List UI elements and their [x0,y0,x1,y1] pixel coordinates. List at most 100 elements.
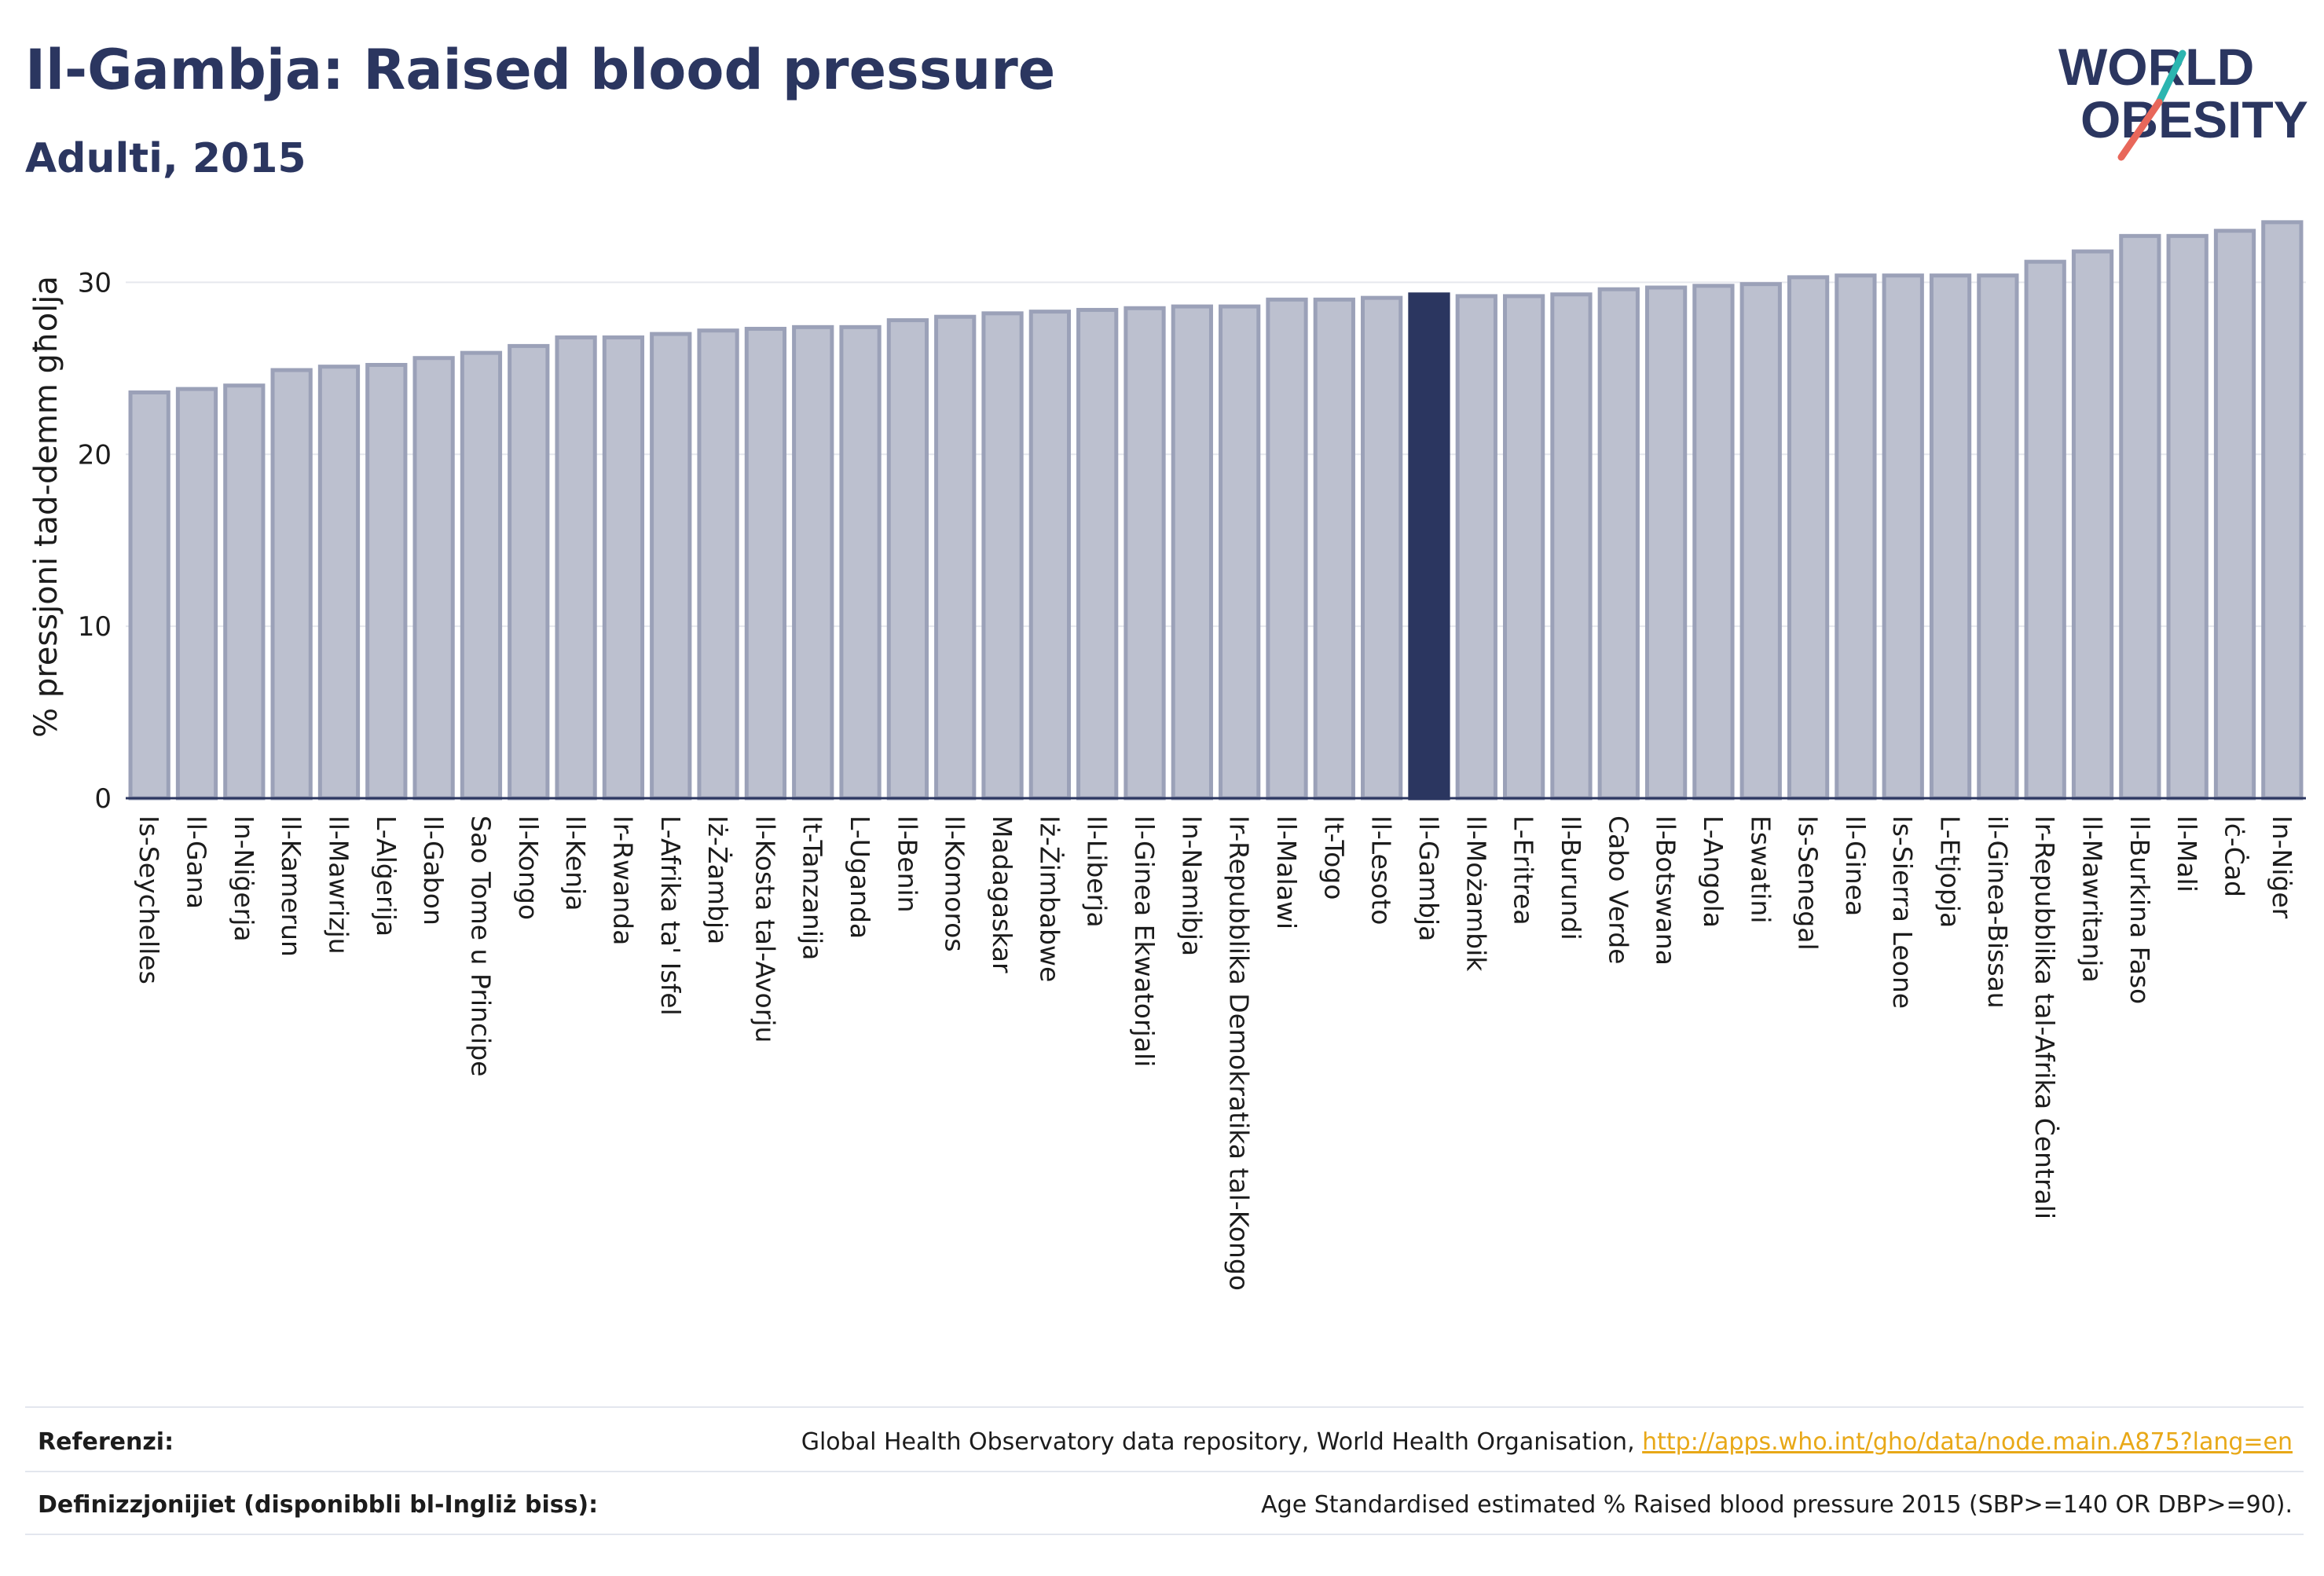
references-label: Referenzi: [38,1428,174,1456]
logo-line1: WORLD [2058,39,2254,96]
bar[interactable] [744,327,787,801]
bar[interactable] [2119,233,2161,801]
x-tick-label: L-Angola [1698,815,1728,928]
x-tick-label: Il-Gabon [418,815,449,925]
bar[interactable] [1882,273,1924,801]
bar[interactable] [460,350,503,801]
x-tick-label: il-Ginea-Bissau [1982,815,2013,1009]
x-tick-label: Il-Kongo [513,815,544,920]
bar[interactable] [2213,229,2256,801]
x-tick-label: Ir-Repubblika tal-Afrika Ċentrali [2029,815,2061,1219]
x-tick-label: Il-Botswana [1651,815,1681,966]
bar[interactable] [1313,297,1355,801]
bar[interactable] [1739,282,1782,801]
x-tick-label: Il-Benin [892,815,922,913]
bar[interactable] [1266,297,1308,801]
bar[interactable] [1502,294,1545,801]
bar[interactable] [2024,259,2066,801]
footer-divider-bottom [25,1534,2304,1535]
y-tick-label: 20 [78,439,112,471]
x-tick-label: Is-Seychelles [134,815,164,984]
bar[interactable] [1219,304,1261,801]
chart-title: Il-Gambja: Raised blood pressure [25,38,1056,102]
y-tick-label: 30 [78,267,112,299]
bar[interactable] [2166,233,2209,801]
x-tick-label: Il-Burkina Faso [2124,815,2155,1004]
bar[interactable] [2261,220,2304,801]
world-obesity-logo: WORLD OBESITY [2058,39,2308,161]
bar[interactable] [128,390,170,801]
bar[interactable] [1644,285,1688,801]
bar[interactable] [1835,273,1877,801]
x-tick-label: Il-Kamerun [276,815,306,957]
bar[interactable] [365,362,408,801]
bar[interactable] [1929,273,1972,801]
bar[interactable] [981,311,1024,801]
x-tick-label: Il-Gana [181,815,211,909]
x-tick-label: Il-Ginea [1840,815,1871,916]
bar[interactable] [1171,304,1213,801]
x-tick-label: Il-Mawrizju [323,815,354,955]
references-link[interactable]: http://apps.who.int/gho/data/node.main.A… [1642,1428,2293,1456]
x-tick-label: Il-Mali [2172,815,2202,892]
bar[interactable] [792,324,834,801]
x-tick-label: Ir-Repubblika Demokratika tal-Kongo [1224,815,1255,1291]
logo-line2: OBESITY [2080,90,2308,148]
chart-subtitle: Adulti, 2015 [25,135,306,182]
bar[interactable] [1550,292,1593,801]
x-tick-label: L-Afrika ta' Isfel [655,815,686,1016]
bar[interactable] [886,318,929,801]
bar[interactable] [2071,249,2114,801]
x-tick-label: Eswatini [1745,815,1776,923]
bar[interactable] [1977,273,2019,801]
x-tick-label: In-Niġerja [229,815,259,942]
x-tick-label: Il-Gambja [1413,815,1444,941]
bars-layer [128,220,2304,801]
bar[interactable] [412,356,455,801]
logo-slash-bottom [2117,98,2163,161]
bar[interactable] [839,324,882,801]
x-tick-label: Il-Możambik [1461,815,1491,972]
bar[interactable] [602,335,645,801]
x-tick-label: Madagaskar [987,815,1017,973]
bar[interactable] [508,343,550,801]
x-tick-label: In-Niġer [2267,815,2297,919]
x-tick-label: L-Uganda [845,815,875,939]
x-tick-label: It-Tanzanija [797,815,828,960]
x-tick-label: Is-Sierra Leone [1887,815,1918,1009]
bar[interactable] [650,332,692,801]
bar[interactable] [934,314,977,801]
bar[interactable] [223,383,266,801]
bar[interactable] [270,368,313,801]
references-text: Global Health Observatory data repositor… [801,1428,1643,1456]
footer-divider-top [25,1406,2304,1408]
bar[interactable] [1597,287,1640,801]
y-tick-label: 0 [94,783,112,815]
bar[interactable] [317,365,361,801]
footer-divider-middle [25,1471,2304,1472]
bar[interactable] [175,387,218,801]
bar[interactable] [1028,310,1071,801]
bar[interactable] [1787,275,1830,801]
bar[interactable] [1076,307,1119,801]
definitions-value: Age Standardised estimated % Raised bloo… [1261,1491,2293,1519]
bar-chart: 0 10 20 30 Is-Seychelles Il-Gana In-Niġerja Il… [28,220,2306,1291]
bar[interactable] [555,335,597,801]
x-tick-label: Il-Kosta tal-Avorju [750,815,780,1043]
x-tick-label: Il-Kenja [560,815,591,911]
bar[interactable] [1124,306,1166,801]
x-tick-label: Il-Lesoto [1366,815,1397,925]
bar[interactable] [1361,295,1403,801]
x-tick-label: In-Namibja [1176,815,1207,956]
x-tick-label: It-Togo [1318,815,1349,900]
bar[interactable] [1455,294,1497,801]
bar[interactable] [1692,284,1735,801]
x-tick-label: Il-Ginea Ekwatorjali [1129,815,1160,1067]
x-tick-label: Iċ-Ċad [2220,815,2251,897]
x-tick-label: Ir-Rwanda [607,815,638,945]
bar-highlight[interactable] [1408,292,1450,801]
bar[interactable] [697,328,739,801]
x-tick-label: Is-Senegal [1793,815,1824,951]
y-axis: 0 10 20 30 [78,267,112,815]
x-axis: Is-Seychelles Il-Gana In-Niġerja Il-Kamerun… [126,797,2306,1291]
